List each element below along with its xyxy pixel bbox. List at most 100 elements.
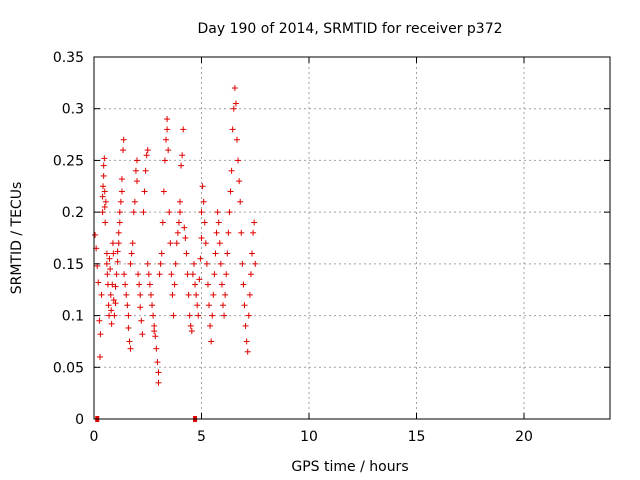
data-point [190, 260, 197, 267]
data-point [221, 312, 228, 319]
data-point [202, 240, 209, 247]
data-point [214, 209, 221, 216]
data-point [122, 281, 129, 288]
data-point [155, 369, 162, 376]
y-tick-label: 0.1 [62, 309, 84, 325]
data-point [178, 162, 185, 169]
data-point [107, 266, 114, 273]
data-point [206, 302, 213, 309]
data-point [198, 235, 205, 241]
data-point [233, 136, 240, 143]
data-point [106, 255, 113, 262]
data-point [100, 172, 107, 179]
data-point [223, 271, 230, 278]
data-point [116, 219, 123, 226]
data-point [216, 240, 223, 247]
data-point [215, 219, 222, 226]
data-point [242, 322, 249, 329]
chart-title: Day 190 of 2014, SRMTID for receiver p37… [197, 21, 502, 37]
data-point [125, 312, 132, 319]
data-point [224, 250, 231, 257]
x-tick-label: 20 [515, 429, 533, 445]
data-point [121, 271, 128, 278]
data-point [160, 188, 167, 195]
data-point [235, 157, 242, 164]
data-point [218, 281, 225, 288]
data-point [127, 260, 134, 267]
data-point [125, 324, 132, 331]
data-point [98, 291, 105, 298]
data-point [120, 136, 127, 143]
x-tick-label: 0 [90, 429, 99, 445]
y-tick-label: 0.2 [62, 205, 84, 221]
data-point [188, 328, 195, 335]
data-point [251, 219, 258, 226]
axis-ticks [93, 56, 610, 420]
data-point [145, 271, 152, 278]
data-point [146, 281, 153, 288]
gridlines [94, 57, 610, 419]
x-tick-label: 10 [300, 429, 318, 445]
data-point [150, 312, 157, 319]
data-point [231, 85, 238, 92]
data-point [99, 209, 106, 216]
data-point [236, 178, 243, 185]
data-point [152, 333, 159, 340]
y-tick-label: 0.3 [62, 102, 84, 118]
data-points [92, 85, 259, 422]
data-point [100, 183, 107, 190]
data-point [213, 229, 220, 236]
data-point [110, 297, 117, 304]
data-point [240, 281, 247, 288]
data-point [154, 359, 161, 366]
data-point [108, 307, 115, 314]
data-point [100, 162, 107, 169]
data-point [195, 312, 202, 319]
data-point [97, 353, 104, 360]
data-point [99, 193, 106, 200]
data-point [166, 209, 173, 216]
data-point [177, 209, 183, 216]
data-point [247, 271, 254, 278]
y-tick-label: 0.15 [53, 257, 84, 273]
data-point [172, 260, 179, 267]
data-point [132, 167, 139, 174]
data-point [141, 188, 148, 195]
data-point [136, 281, 143, 288]
data-point [220, 302, 226, 309]
data-point [184, 271, 191, 278]
data-point [193, 291, 200, 298]
data-point [114, 258, 121, 265]
data-point [181, 224, 188, 231]
data-point [245, 312, 252, 319]
data-point [153, 345, 160, 352]
data-point [102, 198, 109, 205]
data-point [158, 250, 165, 257]
data-point [230, 105, 237, 112]
y-axis-label: SRMTID / TECUs [9, 182, 25, 295]
data-point [179, 152, 186, 159]
data-point [212, 250, 219, 257]
data-point [177, 198, 183, 205]
data-point [217, 260, 224, 267]
data-point [109, 281, 116, 288]
data-point [97, 331, 104, 338]
data-point [227, 188, 234, 195]
data-point [142, 167, 149, 174]
data-point [120, 147, 127, 154]
data-point [238, 229, 245, 236]
data-point [105, 302, 112, 309]
data-point [118, 188, 125, 195]
data-point [189, 271, 196, 278]
data-point [194, 302, 201, 309]
x-tick-labels: 0 5 10 15 20 [90, 429, 533, 445]
data-point [199, 183, 206, 190]
data-point [164, 116, 171, 123]
plot-frame [93, 56, 611, 420]
data-point [228, 167, 235, 174]
data-point [101, 188, 108, 195]
data-point [101, 203, 108, 210]
data-point [174, 229, 181, 236]
data-point [241, 302, 248, 309]
data-point [108, 320, 115, 327]
